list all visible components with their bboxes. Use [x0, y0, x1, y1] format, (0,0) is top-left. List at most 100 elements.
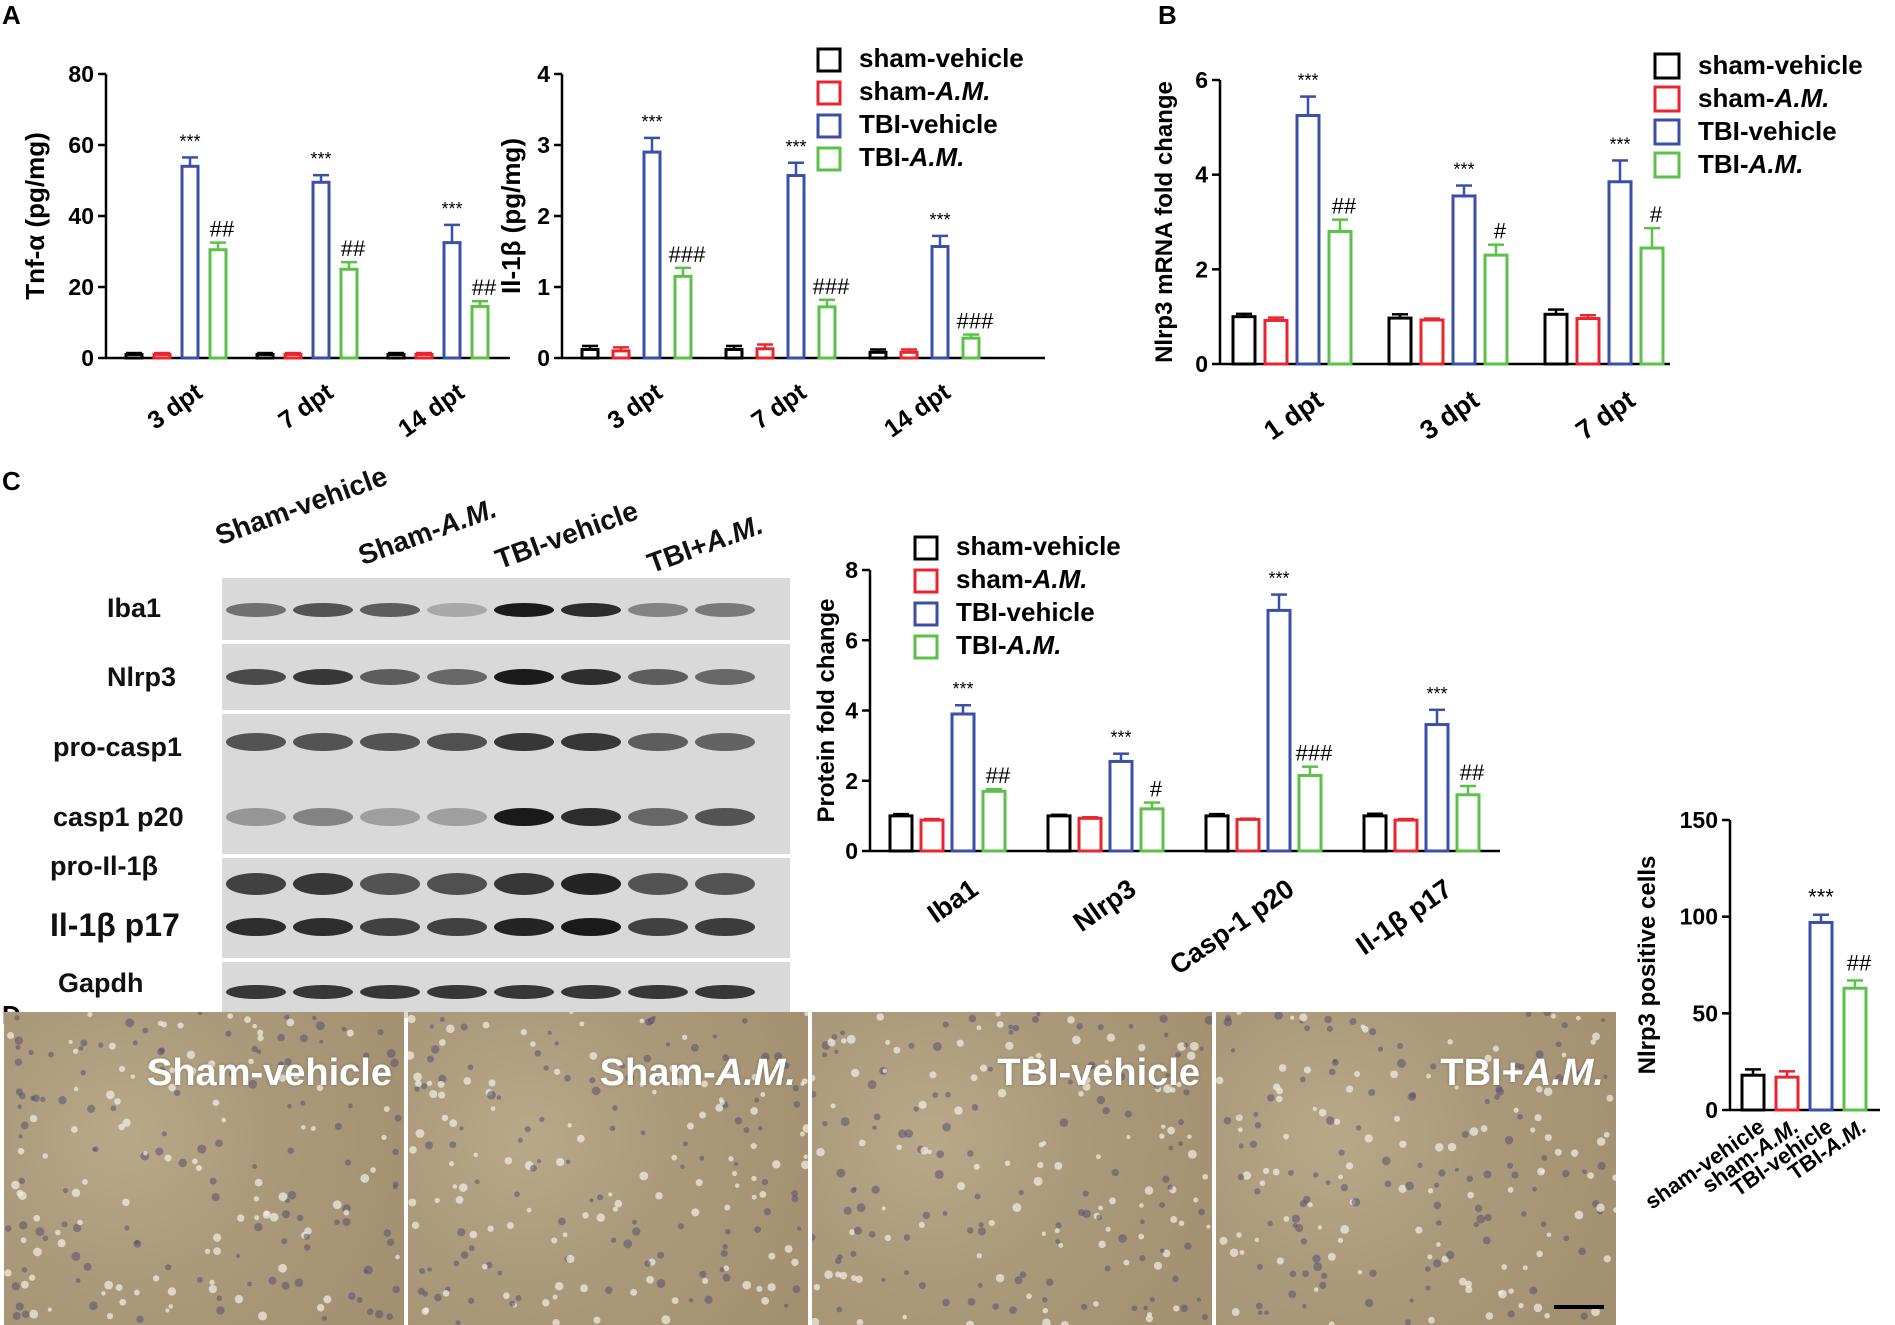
cell-speckle	[387, 1238, 395, 1247]
cell-speckle	[582, 1212, 589, 1219]
cell-speckle	[251, 1045, 258, 1053]
cell-speckle	[1124, 1110, 1132, 1118]
cell-speckle	[536, 1159, 542, 1164]
cell-speckle	[73, 1086, 79, 1092]
cell-speckle	[1473, 1222, 1479, 1228]
cell-speckle	[225, 1030, 232, 1037]
cell-speckle	[956, 1039, 964, 1047]
blot-row-label-pro-casp1: pro-casp1	[53, 732, 183, 762]
legend-swatch	[816, 47, 842, 73]
cell-speckle	[988, 1219, 995, 1227]
blot-band	[494, 603, 554, 617]
cell-speckle	[751, 1194, 757, 1200]
cell-speckle	[735, 1183, 740, 1188]
cell-speckle	[346, 1029, 354, 1037]
cell-speckle	[1187, 1149, 1197, 1159]
bar	[1077, 816, 1103, 853]
y-axis-label: Tnf-α (pg/mg)	[20, 132, 50, 300]
cell-speckle	[824, 1270, 833, 1279]
y-tick-label: 8	[845, 557, 858, 583]
cell-speckle	[530, 1041, 536, 1047]
cell-speckle	[1303, 1066, 1312, 1074]
blot-band	[628, 603, 688, 617]
bar	[961, 336, 981, 360]
cell-speckle	[32, 1094, 40, 1102]
cell-speckle	[589, 1052, 598, 1060]
cell-speckle	[1349, 1017, 1357, 1026]
cell-speckle	[1362, 1025, 1369, 1033]
cell-speckle	[881, 1277, 886, 1282]
blot-band	[494, 985, 554, 999]
cell-speckle	[1474, 1204, 1483, 1213]
cell-speckle	[293, 1073, 300, 1080]
cell-speckle	[1189, 1041, 1199, 1051]
cell-speckle	[1436, 1242, 1441, 1247]
cell-speckle	[348, 1292, 356, 1300]
cell-speckle	[827, 1038, 836, 1047]
bar	[283, 352, 303, 360]
cell-speckle	[353, 1065, 360, 1071]
cell-speckle	[1384, 1180, 1392, 1188]
legend-swatch	[913, 535, 939, 561]
cell-speckle	[1117, 1072, 1126, 1081]
cell-speckle	[1138, 1233, 1145, 1240]
cell-speckle	[173, 1089, 181, 1097]
cell-speckle	[1575, 1015, 1581, 1021]
cell-speckle	[356, 1296, 363, 1303]
cell-speckle	[1425, 1266, 1431, 1272]
cell-speckle	[342, 1217, 351, 1227]
cell-speckle	[846, 1034, 856, 1044]
cell-speckle	[1511, 1171, 1519, 1179]
bar	[1419, 318, 1445, 366]
cell-speckle	[1484, 1213, 1492, 1222]
cell-speckle	[1555, 1074, 1564, 1082]
cell-speckle	[543, 1065, 549, 1071]
cell-speckle	[1008, 1024, 1014, 1030]
cell-speckle	[792, 1285, 801, 1294]
cell-speckle	[497, 1270, 503, 1276]
cell-speckle	[665, 1042, 671, 1047]
blot-band	[293, 873, 353, 895]
cell-speckle	[835, 1271, 842, 1278]
cell-speckle	[14, 1036, 24, 1045]
cell-speckle	[1159, 1014, 1168, 1023]
cell-speckle	[277, 1061, 285, 1068]
legend-swatch	[1653, 118, 1681, 146]
cell-speckle	[1283, 1216, 1290, 1222]
cell-speckle	[1199, 1046, 1204, 1051]
bar	[1639, 246, 1665, 366]
cell-speckle	[699, 1155, 705, 1161]
cell-speckle	[704, 1295, 713, 1304]
significance-label: ##	[472, 275, 497, 300]
bar	[1139, 807, 1165, 853]
cell-speckle	[1008, 1029, 1014, 1035]
cell-speckle	[386, 1313, 393, 1320]
cell-speckle	[1597, 1161, 1606, 1171]
cell-speckle	[893, 1046, 901, 1054]
cell-speckle	[299, 1034, 308, 1043]
cell-speckle	[976, 1025, 982, 1031]
cell-speckle	[277, 1033, 286, 1042]
cell-speckle	[898, 1129, 907, 1139]
cell-speckle	[612, 1105, 618, 1111]
cell-speckle	[437, 1080, 445, 1088]
cell-speckle	[408, 1051, 415, 1060]
cell-speckle	[834, 1049, 839, 1055]
cell-speckle	[612, 1206, 619, 1212]
cell-speckle	[1259, 1180, 1266, 1186]
cell-speckle	[148, 1063, 156, 1071]
cell-speckle	[78, 1046, 84, 1051]
cell-speckle	[1407, 1092, 1416, 1102]
panel-letter-b: B	[1158, 0, 1177, 30]
cell-speckle	[1291, 1214, 1301, 1223]
cell-speckle	[80, 1069, 86, 1076]
cell-speckle	[1506, 1162, 1514, 1169]
cell-speckle	[856, 1319, 864, 1325]
cell-speckle	[281, 1210, 290, 1219]
cell-speckle	[725, 1072, 732, 1079]
cell-speckle	[840, 1030, 845, 1036]
bar	[930, 245, 950, 360]
cell-speckle	[1428, 1316, 1435, 1324]
blot-band	[293, 733, 353, 751]
micrograph-label-tbi-vehicle: TBI-vehicle	[997, 1052, 1200, 1094]
